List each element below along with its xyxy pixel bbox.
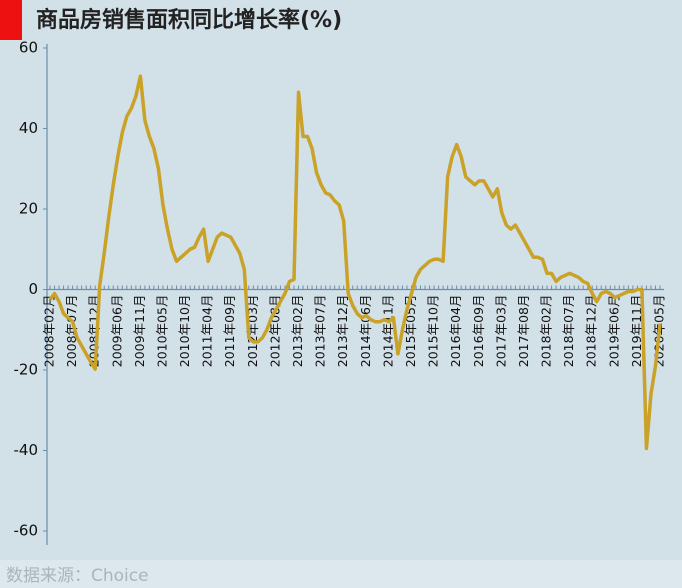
title-marker — [0, 0, 22, 40]
x-tick-label: 2013年12月 — [335, 295, 350, 368]
x-tick-label: 2018年12月 — [584, 295, 599, 368]
footer — [0, 560, 682, 588]
x-tick-label: 2014年06月 — [358, 295, 373, 368]
y-tick-label: 60 — [19, 39, 38, 57]
x-tick-label: 2018年02月 — [539, 295, 554, 368]
x-tick-label: 2010年05月 — [154, 295, 169, 368]
x-tick-label: 2015年10月 — [426, 295, 441, 368]
x-tick-label: 2016年04月 — [448, 295, 463, 368]
x-tick-label: 2010年10月 — [177, 295, 192, 368]
x-tick-label: 2014年11月 — [380, 295, 395, 368]
chart-title: 商品房销售面积同比增长率(%) — [36, 7, 342, 33]
x-tick-label: 2008年07月 — [64, 295, 79, 368]
x-tick-label: 2017年08月 — [516, 295, 531, 368]
x-tick-label: 2012年08月 — [267, 295, 282, 368]
y-tick-label: 40 — [19, 119, 38, 137]
source: 数据来源：Choice — [6, 566, 149, 586]
x-tick-label: 2019年06月 — [606, 295, 621, 368]
x-tick-label: 2009年11月 — [132, 295, 147, 368]
x-tick-label: 2019年11月 — [629, 295, 644, 368]
x-tick-label: 2013年07月 — [313, 295, 328, 368]
x-tick-label: 2008年02月 — [42, 295, 57, 368]
x-tick-label: 2018年07月 — [561, 295, 576, 368]
x-tick-label: 2013年02月 — [290, 295, 305, 368]
x-tick-label: 2011年09月 — [222, 295, 237, 368]
y-tick-label: -60 — [14, 522, 39, 540]
y-tick-label: -20 — [14, 361, 39, 379]
y-tick-label: 0 — [28, 280, 38, 298]
x-tick-label: 2015年05月 — [403, 295, 418, 368]
y-tick-label: -40 — [14, 441, 39, 459]
y-tick-label: 20 — [19, 200, 38, 218]
x-tick-label: 2017年03月 — [493, 295, 508, 368]
x-tick-label: 2016年09月 — [471, 295, 486, 368]
data-line — [48, 74, 662, 451]
x-tick-label: 2009年06月 — [109, 295, 124, 368]
x-tick-label: 2011年04月 — [200, 295, 215, 368]
